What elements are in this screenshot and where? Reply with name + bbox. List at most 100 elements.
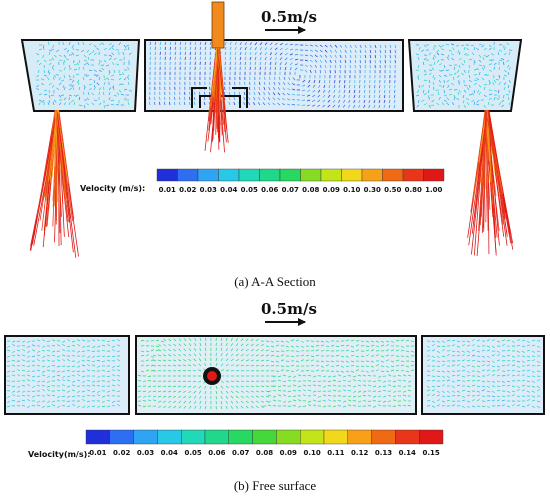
velocity-vector	[81, 370, 86, 373]
velocity-vector	[364, 49, 367, 54]
velocity-vector	[473, 79, 478, 82]
velocity-vector	[446, 395, 451, 398]
velocity-vector	[111, 355, 116, 358]
velocity-vector	[51, 350, 56, 353]
velocity-vector	[308, 79, 311, 83]
panel-b-inlet-core	[207, 371, 217, 381]
colorbar-swatch	[402, 168, 424, 182]
velocity-vector	[416, 89, 420, 93]
colorbar-swatch	[228, 429, 253, 445]
velocity-vector	[443, 94, 448, 97]
velocity-vector	[42, 54, 45, 58]
velocity-vector	[32, 385, 36, 389]
velocity-vector	[374, 84, 376, 89]
velocity-vector	[215, 362, 218, 367]
velocity-vector	[309, 69, 312, 74]
velocity-vector	[244, 46, 247, 51]
velocity-vector	[353, 89, 356, 94]
velocity-vector	[481, 77, 485, 81]
velocity-vector	[93, 52, 97, 56]
panel-a-left-tank	[20, 39, 141, 112]
velocity-vector	[390, 354, 395, 357]
velocity-vector	[229, 41, 232, 46]
velocity-vector	[446, 79, 450, 83]
velocity-vector	[262, 102, 266, 106]
velocity-vector	[250, 395, 255, 398]
velocity-vector	[46, 405, 51, 408]
velocity-vector	[335, 370, 340, 373]
velocity-vector	[187, 369, 192, 372]
velocity-vector	[204, 91, 206, 96]
velocity-vector	[116, 344, 121, 347]
velocity-vector	[31, 395, 36, 398]
velocity-vector	[270, 340, 275, 343]
velocity-vector	[410, 369, 415, 372]
velocity-vector	[108, 71, 110, 76]
velocity-vector	[496, 359, 501, 362]
velocity-vector	[199, 56, 201, 61]
velocity-vector	[353, 104, 356, 108]
velocity-vector	[359, 49, 362, 54]
velocity-vector	[244, 42, 247, 46]
velocity-vector	[199, 353, 202, 357]
velocity-vector	[168, 400, 172, 403]
velocity-vector	[279, 66, 282, 71]
velocity-vector	[373, 104, 376, 109]
velocity-vector	[108, 47, 112, 51]
velocity-vector	[51, 67, 55, 71]
velocity-vector	[245, 348, 249, 352]
colorbar-swatch	[347, 429, 372, 445]
velocity-vector	[364, 54, 367, 59]
velocity-vector	[51, 375, 56, 378]
velocity-vector	[393, 104, 396, 109]
velocity-vector	[48, 99, 51, 104]
velocity-vector	[374, 54, 377, 59]
velocity-vector	[438, 69, 442, 73]
velocity-vector	[71, 389, 76, 392]
panel-a-baffle-left	[191, 87, 207, 108]
velocity-vector	[264, 56, 267, 61]
velocity-vector	[295, 360, 300, 363]
velocity-vector	[335, 345, 340, 348]
velocity-vector	[108, 87, 112, 91]
colorbar-swatch	[218, 168, 240, 182]
velocity-vector	[224, 56, 227, 61]
velocity-vector	[458, 81, 461, 86]
velocity-vector	[511, 404, 515, 407]
velocity-vector	[333, 89, 336, 94]
velocity-vector	[476, 99, 480, 103]
velocity-vector	[345, 365, 350, 368]
velocity-vector	[468, 69, 470, 74]
velocity-vector	[111, 47, 115, 51]
velocity-vector	[388, 94, 391, 99]
velocity-vector	[471, 405, 476, 408]
velocity-vector	[199, 41, 202, 46]
velocity-vector	[220, 400, 223, 405]
velocity-vector	[440, 53, 445, 56]
velocity-vector	[154, 51, 156, 56]
velocity-vector	[340, 370, 345, 373]
velocity-vector	[235, 400, 239, 404]
velocity-vector	[390, 369, 395, 372]
velocity-vector	[486, 364, 491, 367]
velocity-vector	[88, 83, 93, 86]
velocity-vector	[463, 59, 466, 64]
colorbar-tick-label: 0.03	[137, 449, 154, 457]
colorbar-tick-label: 0.09	[280, 449, 297, 457]
velocity-vector	[447, 54, 450, 59]
panel-b-caption-letter: (b)	[233, 478, 250, 493]
velocity-vector	[501, 375, 506, 377]
velocity-vector	[71, 52, 75, 56]
velocity-vector	[235, 370, 240, 372]
velocity-vector	[113, 69, 116, 74]
velocity-vector	[284, 52, 288, 56]
velocity-vector	[31, 380, 36, 382]
velocity-vector	[82, 41, 85, 46]
velocity-vector	[387, 374, 392, 377]
velocity-vector	[108, 96, 111, 101]
velocity-vector	[116, 369, 121, 372]
velocity-vector	[183, 405, 187, 409]
velocity-vector	[280, 340, 285, 343]
velocity-vector	[91, 364, 96, 367]
velocity-vector	[322, 99, 326, 103]
